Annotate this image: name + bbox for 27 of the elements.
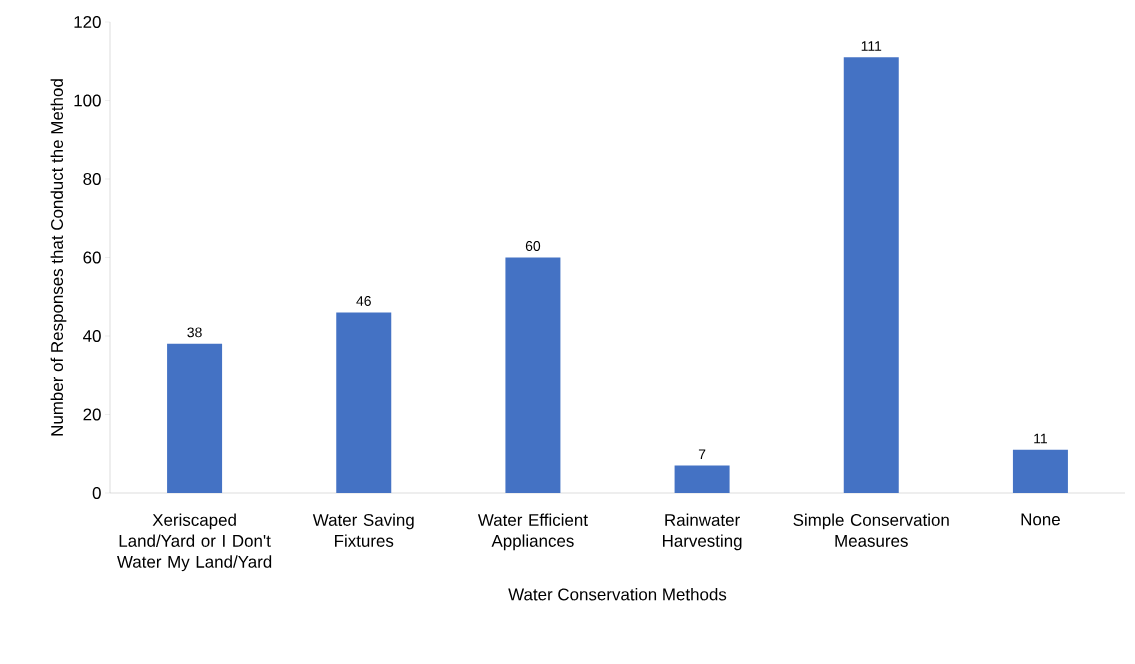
data-label: 46 (356, 296, 371, 306)
x-tick-label: Simple Conservation Measures (793, 513, 949, 547)
y-axis-title: Number of Responses that Conduct the Method (50, 79, 67, 436)
bar (336, 312, 392, 493)
x-tick-label: Xeriscaped Land/Yard or I Don't Water My Land/Yard (117, 513, 272, 572)
bar (843, 57, 899, 493)
y-tick-label: 80 (83, 173, 101, 185)
x-tick-label: Water Efficient Appliances (477, 513, 588, 551)
y-tick-label: 120 (74, 16, 101, 28)
x-tick-label: None (1021, 513, 1060, 526)
y-tick-label: 0 (92, 487, 101, 499)
bar (674, 465, 730, 493)
y-tick-label: 40 (83, 330, 101, 342)
x-tick-label: Water Saving Fixtures (312, 513, 414, 547)
bar (167, 343, 223, 493)
data-label: 7 (698, 449, 706, 460)
data-label: 11 (1034, 433, 1047, 444)
bar (505, 257, 561, 493)
y-tick-label: 20 (83, 408, 101, 421)
x-axis-title: Water Conservation Methods (508, 588, 727, 601)
y-tick-label: 60 (83, 251, 101, 264)
data-label: 111 (861, 41, 882, 51)
x-tick-label: Rainwater Harvesting (663, 513, 742, 551)
data-label: 38 (187, 327, 202, 338)
bar (1012, 449, 1068, 493)
data-label: 60 (525, 241, 541, 251)
y-tick-label: 100 (74, 94, 101, 107)
